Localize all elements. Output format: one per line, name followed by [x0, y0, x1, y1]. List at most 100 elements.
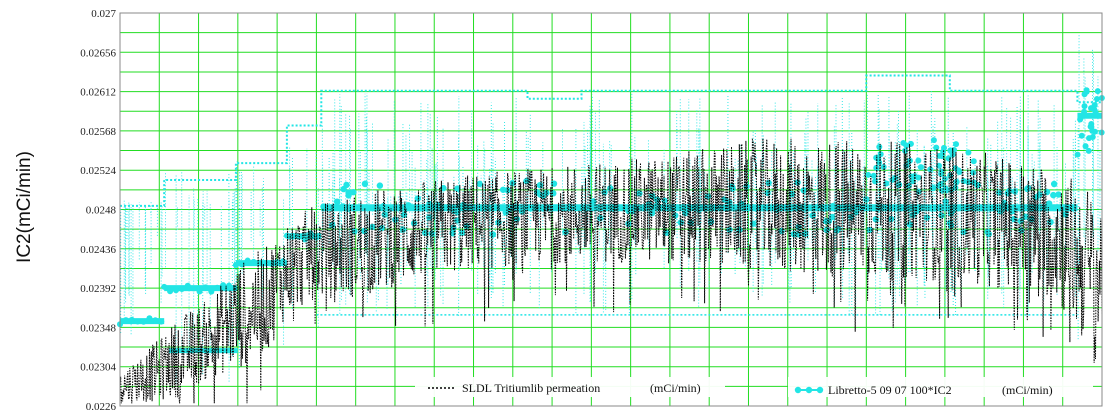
legend-swatch-libretto-marker	[816, 386, 824, 394]
series-libretto-marker	[930, 137, 937, 144]
series-libretto-marker	[1092, 109, 1099, 116]
series-libretto-marker	[1086, 135, 1093, 142]
series-libretto-marker	[152, 317, 159, 324]
series-libretto-marker	[134, 318, 141, 325]
series-libretto-marker	[1022, 213, 1029, 220]
y-tick-label: 0.0248	[86, 205, 117, 217]
series-libretto-marker	[1050, 180, 1058, 188]
series-libretto-marker	[933, 144, 940, 151]
series-libretto-marker	[985, 230, 992, 238]
series-libretto-marker	[161, 283, 168, 290]
series-libretto-marker	[220, 282, 227, 289]
series-libretto-marker	[550, 190, 557, 197]
series-libretto-marker	[376, 182, 384, 189]
series-libretto-marker	[870, 172, 877, 179]
series-libretto-marker	[122, 317, 129, 324]
series-libretto-marker	[172, 287, 179, 294]
series-libretto-marker	[244, 257, 251, 264]
series-libretto-marker	[178, 286, 185, 293]
series-libretto-marker	[915, 174, 922, 181]
series-libretto-marker	[915, 157, 922, 164]
series-libretto-marker	[250, 258, 257, 265]
series-libretto-marker	[1082, 143, 1089, 150]
y-tick-label: 0.02656	[80, 47, 116, 59]
series-libretto-marker	[476, 180, 483, 188]
series-sldl-line	[119, 137, 1103, 404]
series-libretto-marker	[938, 212, 945, 219]
series-libretto-marker	[903, 142, 910, 149]
series-libretto-marker	[1011, 188, 1019, 195]
series-libretto-marker	[214, 284, 221, 291]
series-sldl	[119, 137, 1103, 404]
series-libretto-marker	[1055, 191, 1062, 198]
y-tick-label: 0.02436	[80, 244, 116, 256]
legend-label-sldl: SLDL Tritiumlib permeation	[462, 381, 600, 395]
series-libretto-marker	[454, 185, 461, 192]
series-libretto-marker	[970, 158, 977, 165]
series-libretto-marker	[1078, 132, 1085, 139]
series-libretto-marker	[562, 228, 569, 236]
series-libretto-marker	[721, 196, 728, 203]
y-tick-label: 0.02348	[80, 322, 116, 334]
series-libretto-marker	[1077, 116, 1084, 123]
series-libretto-marker	[923, 214, 931, 221]
legend: SLDL Tritiumlib permeation (mCi/min) Libre…	[415, 377, 1093, 397]
legend-swatch-libretto-marker	[794, 386, 802, 394]
series-libretto-marker	[196, 288, 203, 295]
y-axis-label: IC2(mCi/min)	[14, 151, 35, 263]
series-libretto-marker	[343, 181, 350, 189]
series-libretto-marker	[653, 196, 661, 203]
series-libretto-marker	[289, 232, 296, 239]
series-libretto-marker	[877, 151, 884, 158]
series-libretto-marker	[1045, 200, 1053, 207]
series-libretto-marker	[835, 225, 842, 233]
series-libretto-marker	[333, 198, 341, 205]
series-libretto-marker	[414, 195, 421, 202]
series-libretto-marker	[158, 318, 165, 325]
series-libretto-marker	[283, 232, 290, 239]
series-libretto-marker	[941, 144, 948, 151]
series-libretto-marker	[226, 282, 233, 289]
series-libretto-marker	[232, 261, 239, 268]
series-libretto-marker	[917, 164, 924, 171]
series-libretto-marker	[1091, 128, 1098, 135]
series-libretto-marker	[380, 203, 387, 210]
y-tick-label: 0.02568	[80, 126, 116, 138]
series-libretto-marker	[128, 316, 135, 323]
series-libretto-marker	[982, 203, 990, 211]
series-libretto-marker	[428, 230, 436, 237]
series-libretto-marker	[1074, 151, 1081, 158]
series-libretto-marker	[146, 315, 153, 322]
series-libretto-marker	[190, 285, 197, 292]
series-libretto-marker	[295, 233, 302, 240]
y-tick-label: 0.02392	[80, 283, 116, 295]
series-libretto-marker	[876, 143, 883, 150]
series-libretto-marker	[728, 183, 735, 190]
series-libretto-marker	[1081, 108, 1088, 115]
series-libretto-marker	[953, 141, 960, 148]
series-libretto-upper-step	[120, 74, 1102, 207]
series-libretto-marker	[167, 288, 174, 295]
series-libretto-marker	[208, 288, 215, 295]
y-tick-label: 0.0226	[86, 401, 117, 413]
y-tick-label: 0.02524	[80, 165, 116, 177]
series-libretto-marker	[543, 189, 550, 197]
legend-unit-libretto: (mCi/min)	[1002, 383, 1053, 397]
series-libretto-marker	[140, 318, 147, 325]
series-libretto-marker	[280, 258, 287, 265]
series-libretto-marker	[829, 202, 837, 210]
series-libretto-marker	[504, 187, 511, 194]
series-libretto-marker	[1081, 103, 1088, 110]
series-libretto-marker	[929, 184, 937, 192]
series-libretto-marker	[1088, 105, 1095, 112]
legend-label-libretto: Libretto-5 09 07 100*IC2	[828, 383, 952, 397]
series-libretto-marker	[350, 188, 357, 196]
series-libretto-marker	[184, 282, 191, 289]
series-libretto-marker	[1083, 87, 1090, 94]
series-libretto-marker	[1088, 123, 1095, 130]
series-libretto-marker	[1094, 88, 1101, 95]
y-tick-label: 0.02612	[80, 87, 116, 99]
series-libretto-marker	[502, 209, 509, 216]
series-libretto-marker	[1024, 185, 1031, 193]
